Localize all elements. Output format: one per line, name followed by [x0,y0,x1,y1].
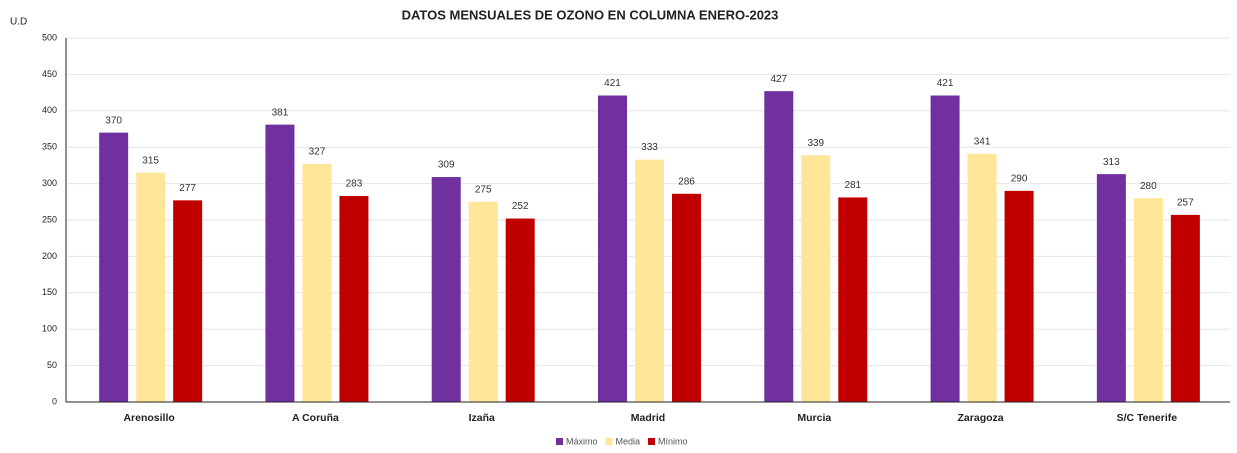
y-tick-label: 350 [42,142,57,152]
value-label: 280 [1140,181,1157,192]
bar [1133,198,1163,402]
value-label: 327 [309,147,326,158]
y-tick-label: 50 [47,360,57,370]
value-label: 290 [1011,174,1028,185]
bar [1004,190,1034,402]
value-label: 341 [974,136,991,147]
value-label: 421 [604,78,621,89]
legend-swatch [556,438,563,445]
bar [967,153,997,402]
legend-swatch [605,438,613,445]
value-label: 309 [438,160,455,171]
bar [1096,174,1126,402]
value-label: 275 [475,184,492,195]
x-tick-label: A Coruña [292,412,339,424]
value-label: 315 [142,155,159,166]
y-tick-label: 200 [42,251,57,261]
bar [801,155,831,402]
value-label: 313 [1103,157,1120,168]
value-label: 339 [807,138,824,149]
x-tick-label: Izaña [469,412,495,424]
y-tick-label: 300 [42,178,57,188]
y-tick-label: 100 [42,324,57,334]
value-label: 370 [105,115,122,126]
bar [173,200,203,402]
x-tick-label: S/C Tenerife [1117,412,1178,424]
value-label: 427 [770,74,787,85]
bar [431,177,461,402]
y-axis-label: U.D [10,17,27,28]
x-tick-label: Madrid [631,412,665,424]
bar [635,159,664,402]
chart-title: DATOS MENSUALES DE OZONO EN COLUMNA ENER… [402,7,779,22]
bar [930,95,960,403]
bar [672,193,701,402]
x-tick-label: Arenosillo [123,412,174,424]
legend-swatch [648,438,656,445]
legend-label: Mínimo [658,436,688,446]
value-label: 281 [844,180,861,191]
y-tick-label: 0 [52,396,57,406]
bar [468,201,498,402]
y-tick-label: 450 [42,69,57,79]
bar [838,197,868,402]
value-label: 286 [678,176,695,187]
y-tick-label: 150 [42,287,57,297]
bar [99,132,129,402]
x-tick-label: Murcia [797,412,831,424]
bar [505,218,535,402]
value-label: 257 [1177,198,1194,209]
bar [265,124,295,402]
legend-label: Máximo [566,436,598,446]
bar [302,163,332,402]
bar [136,172,166,402]
x-tick-label: Zaragoza [958,412,1004,424]
value-label: 333 [641,142,658,153]
bar [1170,214,1200,402]
y-tick-label: 500 [42,32,57,42]
y-tick-label: 400 [42,105,57,115]
y-tick-label: 250 [42,214,57,224]
value-label: 277 [179,183,196,194]
value-label: 381 [272,107,289,118]
value-label: 252 [512,201,529,212]
legend-label: Media [616,436,641,446]
value-label: 421 [937,78,954,89]
bar [339,195,369,402]
bar [764,91,794,403]
bar [598,95,627,403]
value-label: 283 [346,179,363,190]
